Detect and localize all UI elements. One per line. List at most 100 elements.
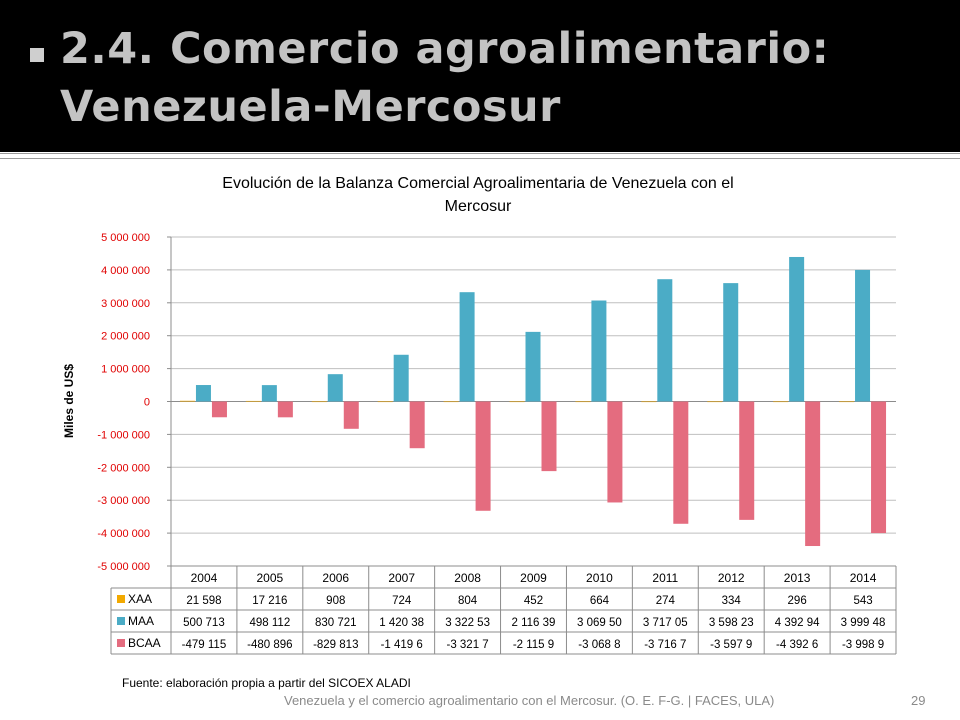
y-axis-label: Miles de US$ [62, 364, 76, 438]
x-category-label: 2005 [257, 571, 284, 585]
table-value-bcaa: -3 597 9 [710, 639, 752, 651]
table-value-bcaa: -2 115 9 [513, 639, 554, 651]
y-tick-label: -2 000 000 [97, 462, 150, 474]
bar-xaa [311, 401, 327, 403]
table-value-xaa: 296 [788, 595, 807, 607]
x-category-label: 2012 [718, 571, 745, 585]
bar-bcaa [541, 401, 557, 472]
slide-title: 2.4. Comercio agroalimentario: Venezuela… [60, 24, 830, 132]
legend-key-maa [117, 617, 125, 625]
bar-xaa [707, 401, 723, 403]
table-value-bcaa: -829 813 [313, 639, 358, 651]
bar-maa [459, 292, 475, 402]
bar-maa [723, 283, 739, 402]
table-value-xaa: 21 598 [186, 595, 221, 607]
x-category-label: 2008 [454, 571, 481, 585]
legend-label-xaa: XAA [128, 592, 152, 606]
bar-xaa [575, 401, 591, 403]
table-value-bcaa: -480 896 [247, 639, 292, 651]
bar-maa [789, 256, 805, 402]
table-value-maa: 3 322 53 [445, 617, 490, 629]
bar-bcaa [409, 401, 425, 449]
y-tick-label: 2 000 000 [101, 331, 150, 343]
table-value-xaa: 452 [524, 595, 543, 607]
bar-xaa [179, 400, 195, 402]
table-value-maa: 3 717 05 [643, 617, 688, 629]
table-value-maa: 498 112 [250, 617, 291, 629]
bar-maa [393, 354, 409, 402]
slide-number: 29 [911, 693, 926, 708]
table-value-bcaa: -3 321 7 [446, 639, 488, 651]
x-category-label: 2010 [586, 571, 613, 585]
table-value-maa: 4 392 94 [775, 617, 820, 629]
table-value-xaa: 908 [326, 595, 345, 607]
source-note: Fuente: elaboración propia a partir del … [122, 676, 411, 690]
bar-bcaa [805, 401, 821, 547]
table-value-bcaa: -3 068 8 [578, 639, 620, 651]
bar-bcaa [343, 401, 359, 429]
table-value-xaa: 274 [656, 595, 676, 607]
legend-key-xaa [117, 595, 125, 603]
legend-label-bcaa: BCAA [128, 636, 161, 650]
x-category-label: 2004 [191, 571, 218, 585]
bar-xaa [377, 401, 393, 403]
x-category-label: 2011 [652, 571, 678, 585]
bar-bcaa [277, 401, 293, 418]
table-value-maa: 3 069 50 [577, 617, 622, 629]
table-value-maa: 2 116 39 [512, 617, 556, 629]
table-value-xaa: 664 [590, 595, 610, 607]
bar-maa [657, 279, 673, 402]
bar-xaa [641, 401, 657, 403]
table-value-maa: 3 598 23 [709, 617, 754, 629]
bar-bcaa [607, 401, 623, 503]
bar-bcaa [475, 401, 491, 511]
table-value-xaa: 543 [853, 595, 872, 607]
y-tick-label: 3 000 000 [101, 298, 150, 310]
table-value-xaa: 724 [392, 595, 412, 607]
title-bullet-icon [30, 48, 44, 62]
bar-xaa [773, 401, 789, 403]
title-divider [0, 153, 960, 159]
table-value-maa: 500 713 [183, 617, 225, 629]
legend-label-maa: MAA [128, 614, 154, 628]
bar-bcaa [211, 401, 227, 418]
table-value-bcaa: -3 716 7 [644, 639, 686, 651]
table-value-xaa: 804 [458, 595, 478, 607]
bar-bcaa [673, 401, 689, 524]
y-tick-label: 1 000 000 [101, 364, 150, 376]
y-tick-label: 0 [144, 397, 150, 409]
bar-maa [525, 331, 541, 402]
x-category-label: 2009 [520, 571, 547, 585]
table-value-maa: 830 721 [315, 617, 357, 629]
bar-maa [855, 269, 871, 402]
bar-xaa [509, 401, 525, 403]
x-category-label: 2013 [784, 571, 811, 585]
y-tick-label: -4 000 000 [97, 528, 150, 540]
chart-title-line: Mercosur [445, 198, 512, 215]
footer-text: Venezuela y el comercio agroalimentario … [284, 693, 775, 708]
table-value-maa: 3 999 48 [841, 617, 886, 629]
bar-maa [591, 300, 607, 402]
y-tick-label: -3 000 000 [97, 495, 150, 507]
table-value-bcaa: -479 115 [182, 639, 227, 651]
table-value-xaa: 334 [722, 595, 742, 607]
bar-bcaa [739, 401, 755, 520]
table-value-bcaa: -1 419 6 [381, 639, 423, 651]
balance-chart: Evolución de la Balanza Comercial Agroal… [62, 175, 897, 655]
y-tick-label: 4 000 000 [101, 265, 150, 277]
y-tick-label: -5 000 000 [97, 561, 150, 573]
table-value-maa: 1 420 38 [379, 617, 424, 629]
table-value-bcaa: -3 998 9 [842, 639, 884, 651]
bar-bcaa [871, 401, 887, 534]
y-tick-label: -1 000 000 [97, 429, 150, 441]
x-category-label: 2014 [850, 571, 877, 585]
y-tick-label: 5 000 000 [101, 232, 150, 244]
bar-maa [327, 374, 343, 402]
bar-xaa [245, 400, 261, 402]
x-category-label: 2007 [388, 571, 415, 585]
bar-xaa [443, 401, 459, 403]
chart-title-line: Evolución de la Balanza Comercial Agroal… [222, 175, 733, 192]
table-value-xaa: 17 216 [252, 595, 287, 607]
x-category-label: 2006 [322, 571, 349, 585]
bar-xaa [839, 401, 855, 403]
